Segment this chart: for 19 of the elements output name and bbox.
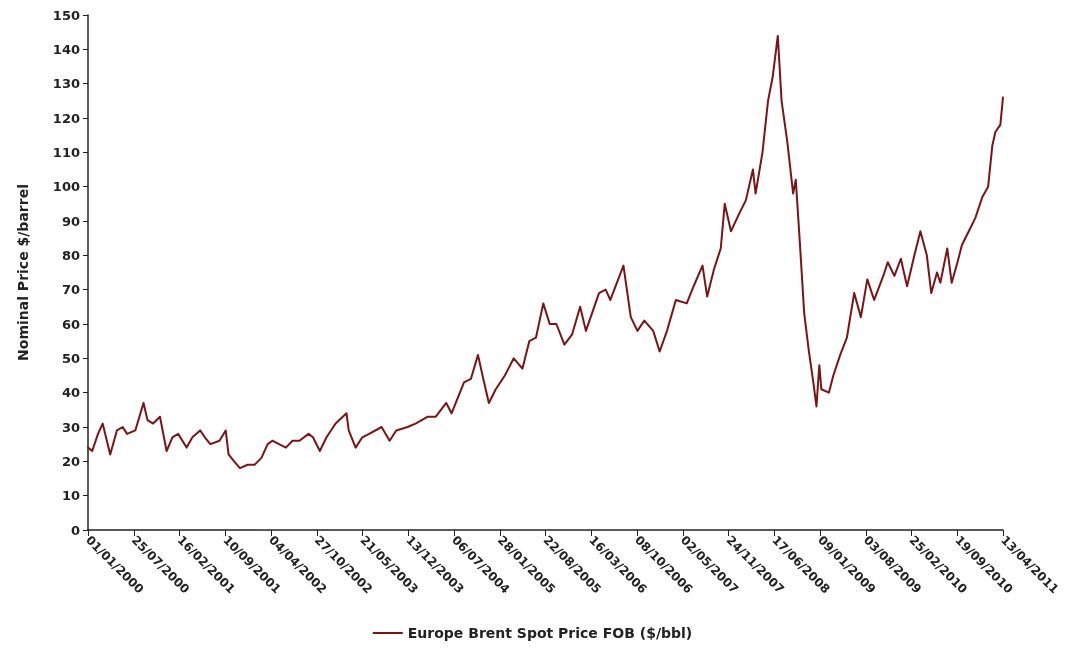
y-tick-label: 100 [52, 179, 80, 195]
y-axis-title: Nominal Price $/barrel [15, 184, 31, 361]
y-tick-label: 40 [61, 385, 80, 401]
y-tick-label: 80 [61, 247, 80, 263]
y-tick-label: 20 [61, 453, 80, 469]
y-tick-label: 150 [52, 7, 80, 23]
y-tick-label: 140 [52, 41, 80, 57]
y-tick-label: 110 [52, 144, 80, 160]
y-tick-label: 70 [61, 282, 80, 298]
y-tick-label: 0 [70, 522, 80, 538]
y-tick-label: 130 [52, 76, 80, 92]
y-tick-label: 60 [61, 316, 80, 332]
y-tick-label: 120 [52, 110, 80, 126]
y-tick-label: 50 [61, 350, 80, 366]
y-tick-label: 10 [61, 488, 80, 504]
legend-label: Europe Brent Spot Price FOB ($/bbl) [407, 625, 693, 641]
y-tick-label: 90 [61, 213, 80, 229]
line-series [87, 34, 1004, 470]
y-tick-label: 30 [61, 419, 80, 435]
